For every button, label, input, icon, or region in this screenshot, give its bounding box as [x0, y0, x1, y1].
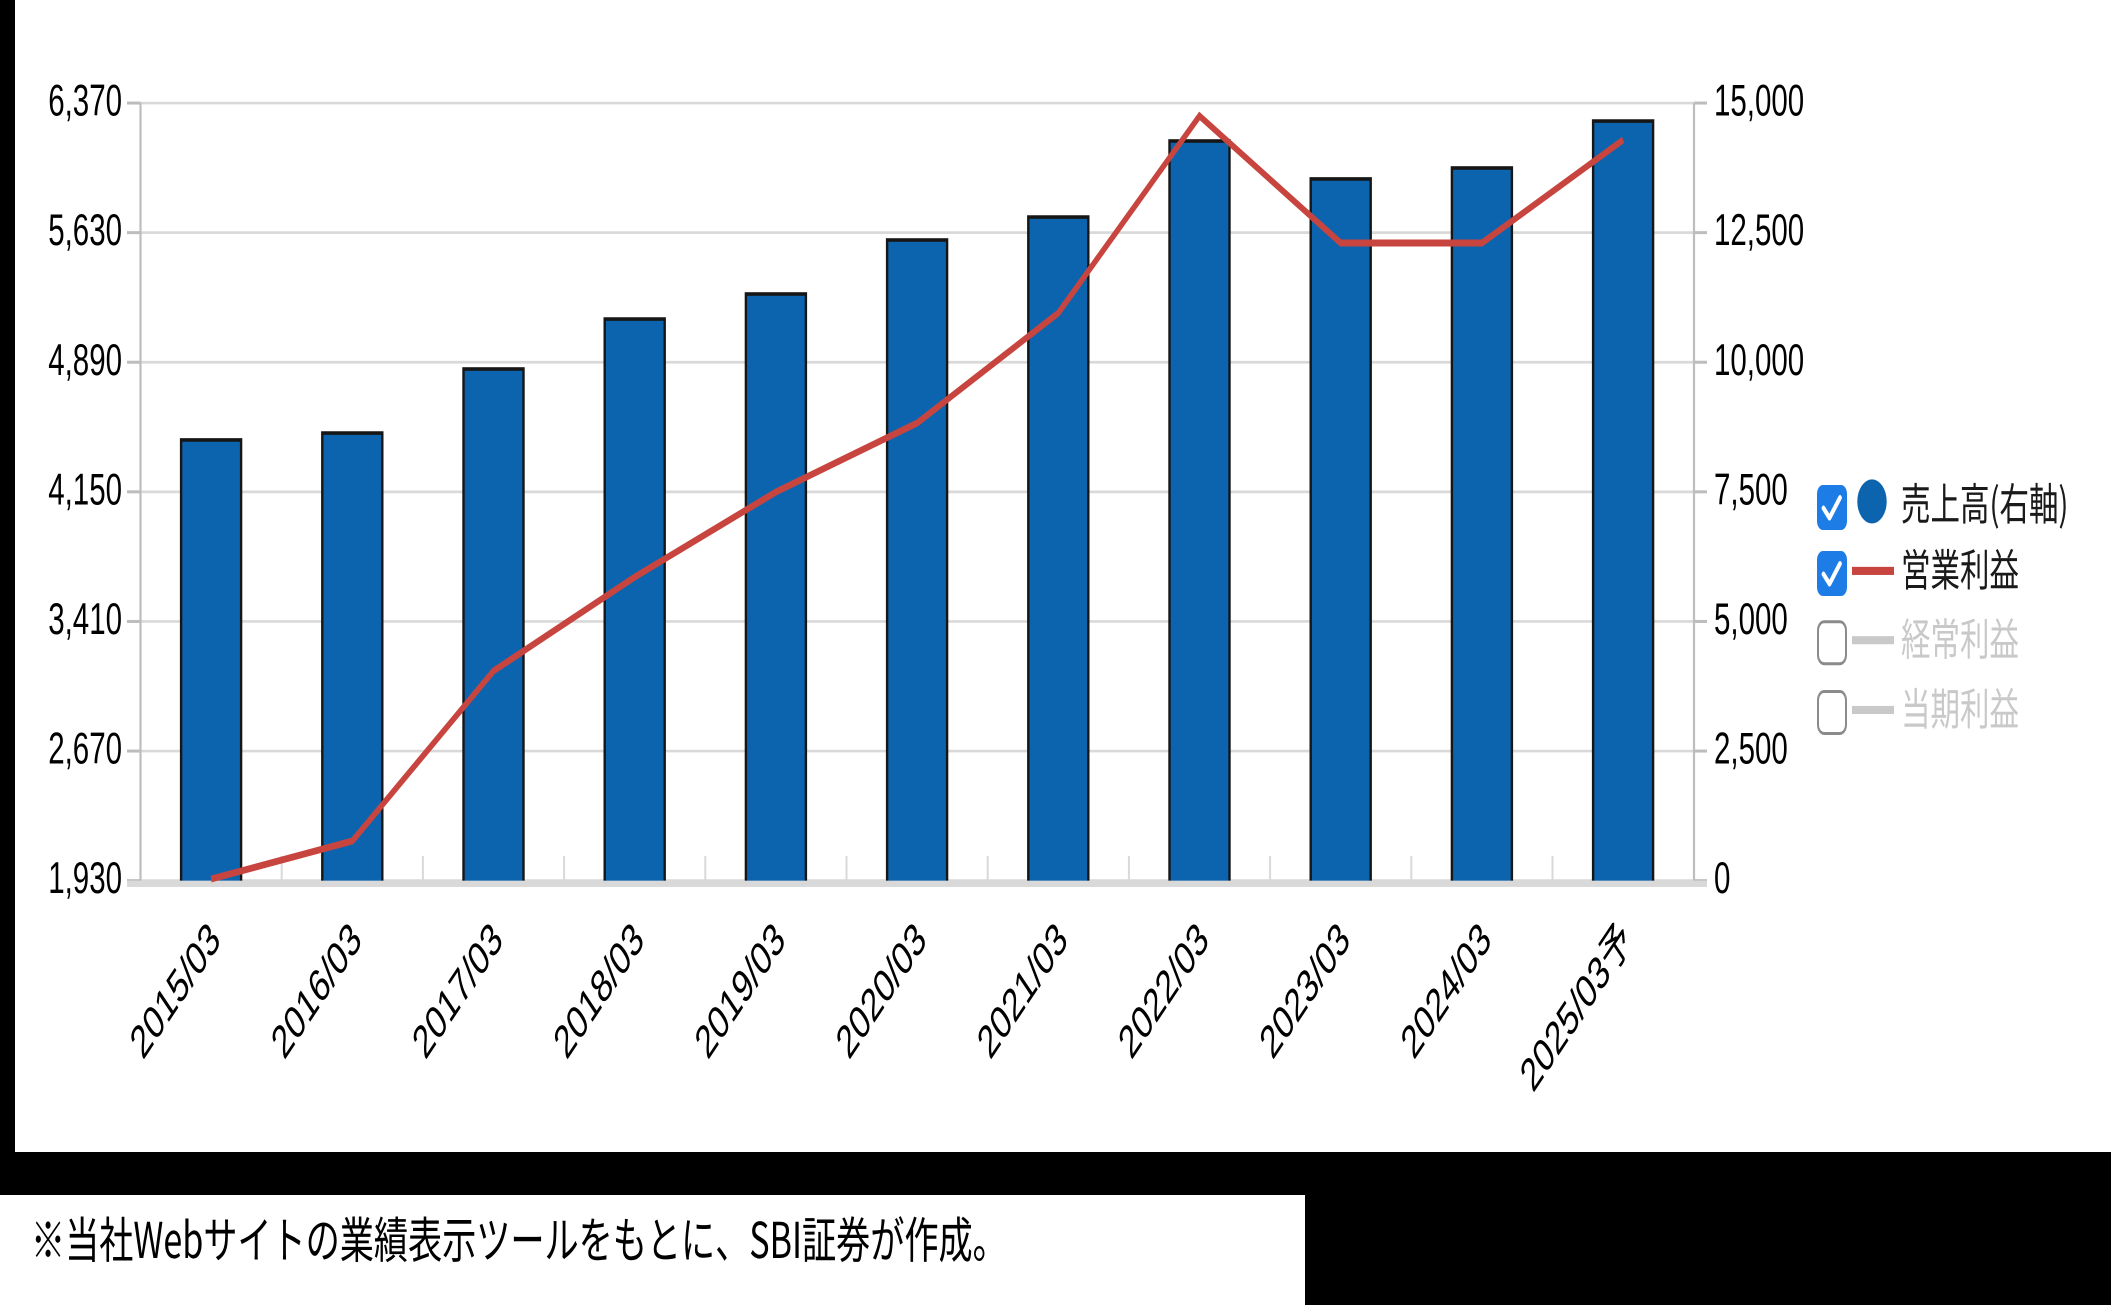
- svg-text:2,670: 2,670: [48, 724, 122, 773]
- svg-text:10,000: 10,000: [1714, 335, 1804, 384]
- svg-text:5,630: 5,630: [48, 205, 122, 254]
- svg-text:6,370: 6,370: [48, 76, 122, 125]
- svg-text:1,930: 1,930: [48, 853, 122, 902]
- svg-text:3,410: 3,410: [48, 594, 122, 643]
- svg-text:15,000: 15,000: [1714, 76, 1804, 125]
- svg-text:7,500: 7,500: [1714, 464, 1788, 513]
- svg-text:4,890: 4,890: [48, 335, 122, 384]
- svg-text:2,500: 2,500: [1714, 724, 1788, 773]
- svg-text:5,000: 5,000: [1714, 594, 1788, 643]
- svg-text:12,500: 12,500: [1714, 205, 1804, 254]
- svg-text:4,150: 4,150: [48, 464, 122, 513]
- svg-text:0: 0: [1714, 853, 1730, 902]
